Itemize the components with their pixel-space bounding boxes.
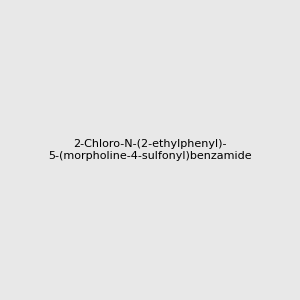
Text: 2-Chloro-N-(2-ethylphenyl)-
5-(morpholine-4-sulfonyl)benzamide: 2-Chloro-N-(2-ethylphenyl)- 5-(morpholin… <box>48 139 252 161</box>
